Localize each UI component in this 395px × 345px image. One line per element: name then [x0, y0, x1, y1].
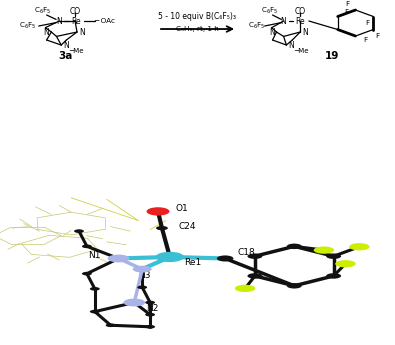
Text: F: F [375, 32, 379, 39]
Ellipse shape [137, 286, 147, 289]
Text: ─Me: ─Me [294, 48, 308, 54]
Text: N2: N2 [146, 304, 158, 313]
Ellipse shape [217, 255, 233, 262]
Ellipse shape [335, 260, 356, 267]
Ellipse shape [287, 283, 302, 288]
Ellipse shape [82, 272, 92, 275]
Ellipse shape [247, 273, 262, 279]
Text: C₆H₆, rt, 1 h: C₆H₆, rt, 1 h [176, 26, 219, 32]
Text: $\mathsf{C_6F_5}$: $\mathsf{C_6F_5}$ [261, 6, 278, 16]
Text: ─ OAc: ─ OAc [94, 18, 115, 24]
Ellipse shape [247, 254, 262, 259]
Text: 19: 19 [325, 51, 339, 61]
Text: F: F [363, 37, 367, 43]
Text: F: F [365, 20, 369, 26]
Text: $\mathsf{C_6F_5}$: $\mathsf{C_6F_5}$ [19, 21, 36, 31]
Ellipse shape [349, 243, 370, 250]
Text: N: N [269, 28, 275, 37]
Text: Re1: Re1 [184, 258, 201, 267]
Text: Re: Re [71, 17, 81, 26]
Ellipse shape [145, 325, 155, 328]
Text: N: N [63, 40, 69, 50]
Text: N: N [56, 17, 62, 26]
Text: ─Me: ─Me [69, 48, 83, 54]
Ellipse shape [314, 246, 334, 254]
Ellipse shape [90, 310, 100, 313]
Ellipse shape [326, 254, 341, 259]
Ellipse shape [287, 244, 302, 249]
Ellipse shape [145, 301, 155, 304]
Ellipse shape [82, 245, 92, 248]
Ellipse shape [107, 255, 130, 263]
Text: N: N [79, 28, 85, 37]
Text: F: F [346, 1, 350, 7]
Text: N: N [288, 40, 294, 50]
Text: C18: C18 [237, 248, 255, 257]
Text: F: F [344, 9, 348, 14]
Text: N: N [44, 28, 49, 37]
Text: C24: C24 [179, 222, 196, 231]
Ellipse shape [133, 266, 152, 273]
Text: 5 - 10 equiv B(C₆F₅)₃: 5 - 10 equiv B(C₆F₅)₃ [158, 11, 237, 20]
Ellipse shape [90, 287, 100, 290]
Text: $\mathsf{C_6F_5}$: $\mathsf{C_6F_5}$ [34, 6, 51, 16]
Text: O1: O1 [176, 204, 188, 213]
Text: CO: CO [70, 7, 81, 16]
Ellipse shape [74, 229, 84, 233]
Ellipse shape [106, 324, 116, 327]
Text: N: N [302, 28, 308, 37]
Ellipse shape [156, 226, 168, 230]
Text: N1: N1 [88, 251, 101, 260]
Text: N3: N3 [138, 271, 151, 280]
Text: CO: CO [295, 7, 306, 16]
Ellipse shape [147, 207, 169, 216]
Text: $\mathsf{C_6F_5}$: $\mathsf{C_6F_5}$ [248, 21, 265, 31]
Text: N: N [281, 17, 286, 26]
Ellipse shape [123, 298, 145, 306]
Text: Re: Re [295, 17, 305, 26]
Ellipse shape [235, 285, 255, 292]
Text: 3a: 3a [58, 51, 72, 61]
Ellipse shape [145, 313, 155, 316]
Ellipse shape [156, 252, 184, 262]
Ellipse shape [326, 273, 341, 279]
